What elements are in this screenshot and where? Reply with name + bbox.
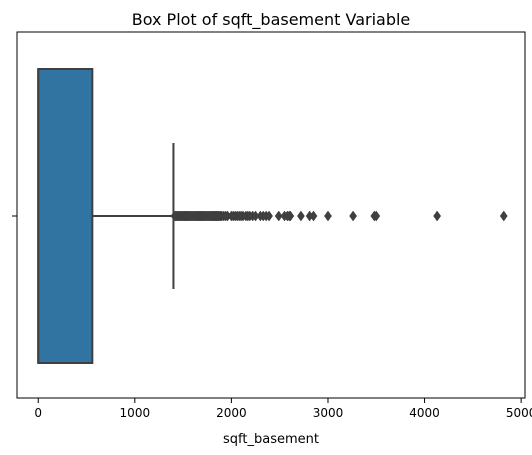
x-tick-label: 4000 <box>409 406 440 420</box>
outlier-point <box>372 210 381 222</box>
x-tick-label: 2000 <box>216 406 247 420</box>
outlier-point <box>433 210 442 222</box>
box-group <box>37 68 175 364</box>
plot-area-frame <box>16 31 526 399</box>
outlier-point <box>297 210 305 222</box>
x-tick-label: 0 <box>34 406 42 420</box>
outlier-point <box>309 210 318 222</box>
outlier-point <box>286 210 295 222</box>
outlier-point <box>349 210 357 222</box>
x-tick-label: 5000 <box>506 406 532 420</box>
x-tick-label: 3000 <box>313 406 344 420</box>
outlier-point <box>274 210 283 222</box>
outlier-point <box>265 210 273 222</box>
chart-title: Box Plot of sqft_basement Variable <box>132 10 411 30</box>
outlier-points <box>170 210 508 222</box>
outlier-point <box>499 210 508 222</box>
x-tick-label: 1000 <box>120 406 151 420</box>
x-axis: 0 1000 2000 3000 4000 5000 <box>34 398 532 420</box>
outlier-point <box>324 210 332 222</box>
x-axis-label: sqft_basement <box>223 432 319 447</box>
interquartile-box <box>37 68 94 364</box>
